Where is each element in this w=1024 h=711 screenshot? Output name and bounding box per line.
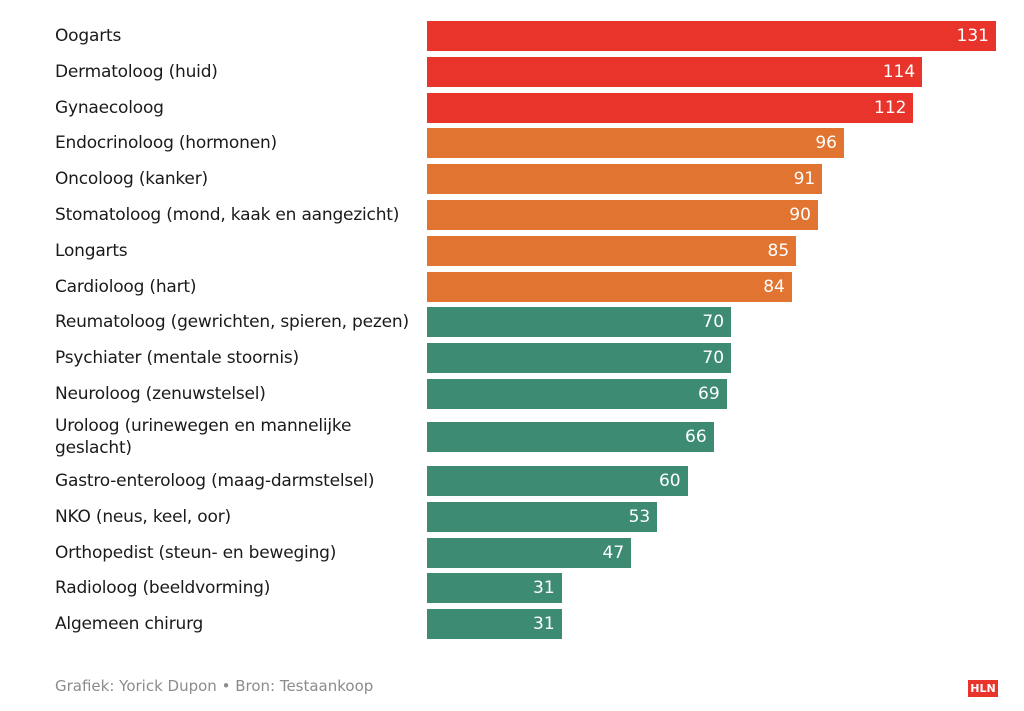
- bar: 112: [427, 92, 914, 123]
- bar-value-label: 91: [793, 169, 816, 190]
- bar-value-label: 70: [702, 348, 725, 369]
- bar-value-label: 112: [874, 97, 907, 118]
- category-label: Uroloog (urinewegen en mannelijke geslac…: [55, 416, 352, 458]
- category-label: Algemeen chirurg: [55, 614, 204, 635]
- bar-value-label: 60: [658, 471, 681, 491]
- category-label: Orthopedist (steun- en beweging): [55, 542, 337, 563]
- bar-value-label: 66: [685, 427, 707, 447]
- category-label: Oncoloog (kanker): [55, 169, 208, 190]
- bar-value-label: 114: [882, 61, 916, 82]
- bar: 69: [427, 379, 727, 409]
- bar-value-label: 53: [628, 506, 651, 527]
- bar-value-label: 85: [767, 240, 790, 261]
- bar: 31: [427, 609, 562, 640]
- category-label: Oogarts: [55, 26, 122, 46]
- category-label: Endocrinoloog (hormonen): [55, 133, 277, 154]
- bar: 60: [427, 466, 688, 496]
- bar-value-label: 84: [763, 276, 785, 297]
- bar-value-label: 69: [698, 384, 720, 404]
- chart-credit: Grafiek: Yorick Dupon • Bron: Testaankoo…: [55, 677, 374, 695]
- bar: 91: [427, 164, 823, 195]
- bar-value-label: 70: [702, 312, 725, 333]
- category-label: NKO (neus, keel, oor): [55, 506, 231, 527]
- category-label: Dermatoloog (huid): [55, 61, 218, 82]
- category-label: Reumatoloog (gewrichten, spieren, pezen): [55, 312, 409, 333]
- category-label: Gynaecoloog: [55, 97, 164, 118]
- bar: 90: [427, 200, 818, 230]
- category-label: Radioloog (beeldvorming): [55, 578, 271, 599]
- bar: 96: [427, 128, 844, 159]
- hln-logo: HLN: [968, 680, 998, 697]
- category-label: Cardioloog (hart): [55, 276, 197, 297]
- bar: 131: [427, 21, 996, 51]
- bar: 66: [427, 422, 714, 452]
- bar-value-label: 90: [789, 205, 811, 225]
- bar-value-label: 31: [533, 614, 555, 635]
- category-label: Stomatoloog (mond, kaak en aangezicht): [55, 205, 400, 225]
- bar: 114: [427, 56, 923, 87]
- bar-value-label: 31: [533, 578, 555, 599]
- bar: 70: [427, 343, 732, 374]
- bar-value-label: 96: [815, 133, 837, 154]
- bar-value-label: 47: [602, 542, 625, 563]
- category-label: Psychiater (mentale stoornis): [55, 348, 299, 369]
- bar: 84: [427, 271, 792, 302]
- category-label: Neuroloog (zenuwstelsel): [55, 384, 266, 404]
- bar-value-label: 131: [956, 26, 989, 46]
- bar: 85: [427, 235, 797, 266]
- category-label: Longarts: [55, 240, 128, 261]
- bar: 70: [427, 307, 732, 338]
- bar: 53: [427, 501, 658, 532]
- bar: 31: [427, 573, 562, 604]
- category-label: Gastro-enteroloog (maag-darmstelsel): [55, 471, 375, 491]
- bar: 47: [427, 537, 632, 568]
